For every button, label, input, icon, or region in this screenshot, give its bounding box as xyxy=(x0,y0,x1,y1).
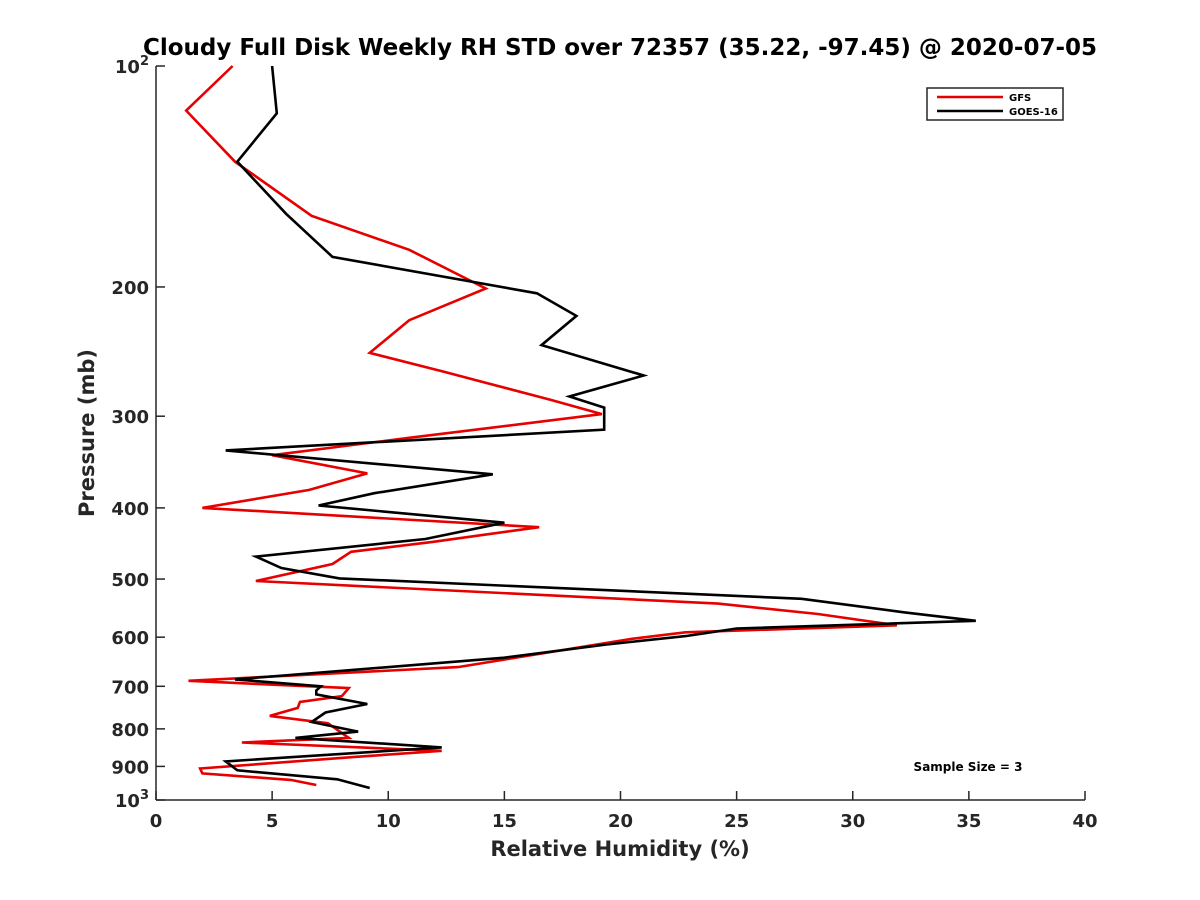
y-tick-label: 600 xyxy=(111,628,149,649)
x-tick-label: 35 xyxy=(956,811,981,832)
legend-label: GFS xyxy=(1009,93,1031,104)
y-tick-label: 800 xyxy=(111,720,149,741)
y-tick-label: 900 xyxy=(111,757,149,778)
y-axis-ticks: 102 200 300 400 500 600 700 800 900 103 xyxy=(111,54,165,812)
y-tick-label: 200 xyxy=(111,278,149,299)
series-line-goes-16 xyxy=(222,65,976,790)
x-tick-label: 15 xyxy=(492,811,517,832)
legend-label: GOES-16 xyxy=(1009,107,1058,118)
chart-title: Cloudy Full Disk Weekly RH STD over 7235… xyxy=(143,35,1097,61)
y-tick-label: 500 xyxy=(111,570,149,591)
y-tick-label: 400 xyxy=(111,499,149,520)
y-axis-label: Pressure (mb) xyxy=(75,349,99,517)
x-tick-label: 25 xyxy=(724,811,749,832)
legend: GFS GOES-16 xyxy=(926,87,1064,121)
sample-size-annotation: Sample Size = 3 xyxy=(914,760,1023,774)
x-tick-label: 10 xyxy=(376,811,401,832)
y-tick-label: 300 xyxy=(111,407,149,428)
x-tick-label: 30 xyxy=(840,811,865,832)
series-line-gfs xyxy=(184,65,898,787)
y-tick-label: 700 xyxy=(111,677,149,698)
series-lines xyxy=(184,65,976,790)
y-tick-label: 103 xyxy=(115,788,149,812)
legend-box xyxy=(926,87,1064,121)
plot-axes xyxy=(155,66,1085,801)
x-tick-label: 0 xyxy=(150,811,163,832)
x-tick-label: 20 xyxy=(608,811,633,832)
y-tick-label: 102 xyxy=(115,54,149,78)
x-axis-label: Relative Humidity (%) xyxy=(490,837,749,861)
x-tick-label: 5 xyxy=(266,811,279,832)
x-axis-ticks: 0 5 10 15 20 25 30 35 40 xyxy=(150,791,1098,832)
x-tick-label: 40 xyxy=(1072,811,1097,832)
